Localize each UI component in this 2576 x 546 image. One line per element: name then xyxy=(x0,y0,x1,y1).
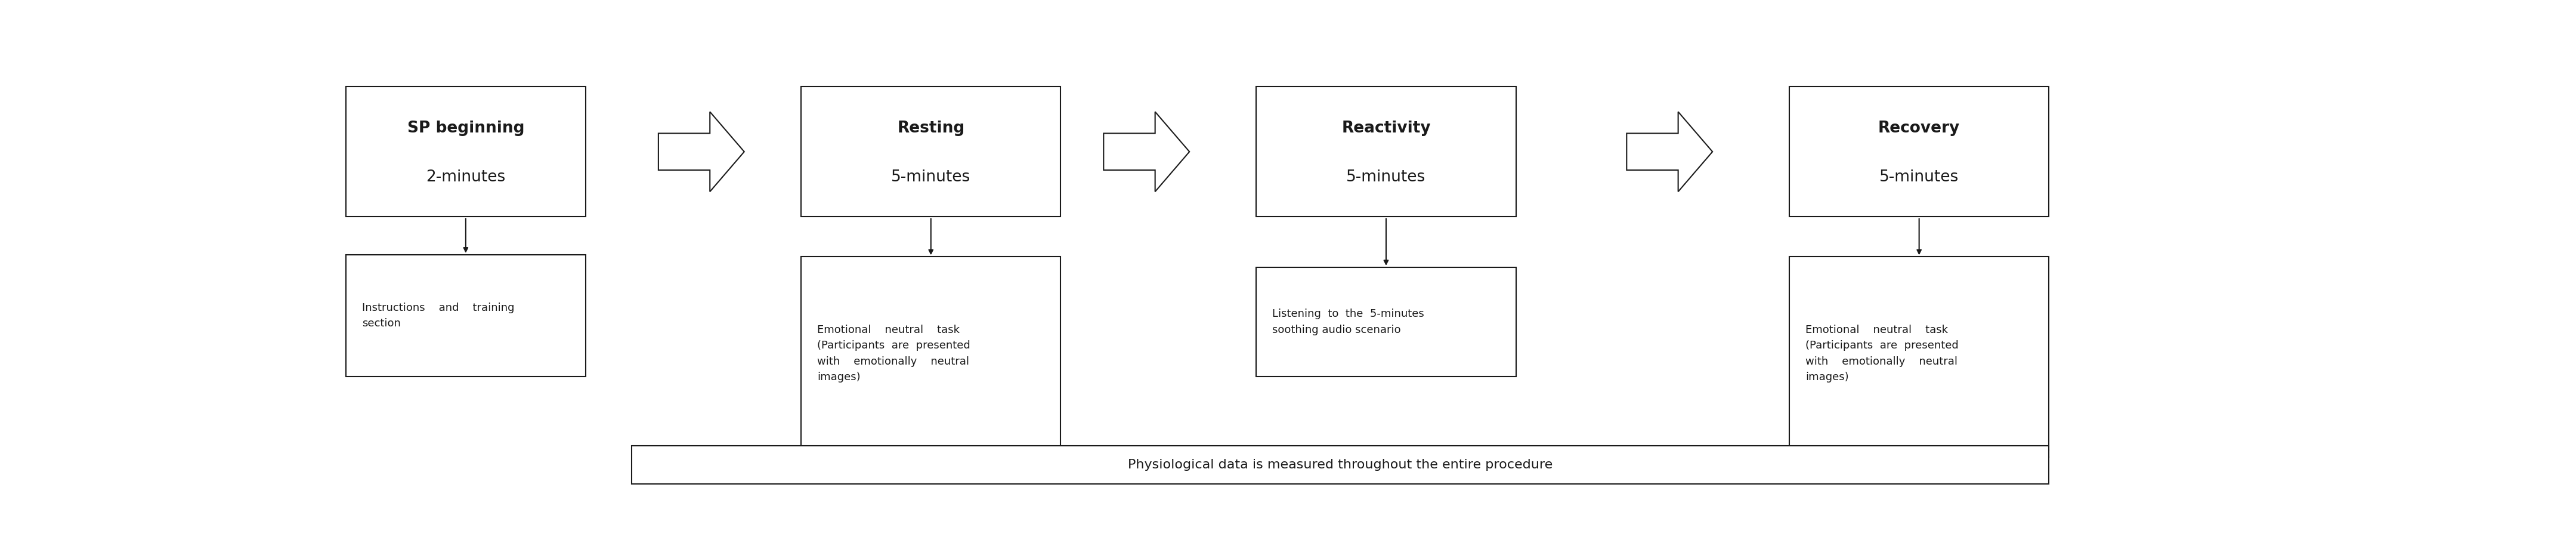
FancyBboxPatch shape xyxy=(1790,87,2048,217)
FancyBboxPatch shape xyxy=(1257,87,1515,217)
Text: Resting: Resting xyxy=(896,121,963,136)
Text: 5-minutes: 5-minutes xyxy=(1880,169,1958,185)
Text: Reactivity: Reactivity xyxy=(1342,121,1430,136)
Text: Physiological data is measured throughout the entire procedure: Physiological data is measured throughou… xyxy=(1128,459,1553,471)
Text: Emotional    neutral    task
(Participants  are  presented
with    emotionally  : Emotional neutral task (Participants are… xyxy=(1806,324,1958,383)
Text: Listening  to  the  5-minutes
soothing audio scenario: Listening to the 5-minutes soothing audi… xyxy=(1273,308,1425,335)
Text: Recovery: Recovery xyxy=(1878,121,1960,136)
FancyBboxPatch shape xyxy=(1257,268,1515,377)
FancyBboxPatch shape xyxy=(801,257,1061,450)
Polygon shape xyxy=(659,112,744,192)
FancyBboxPatch shape xyxy=(1790,257,2048,450)
FancyBboxPatch shape xyxy=(345,254,585,377)
Text: 2-minutes: 2-minutes xyxy=(425,169,505,185)
FancyBboxPatch shape xyxy=(345,87,585,217)
Polygon shape xyxy=(1625,112,1713,192)
FancyBboxPatch shape xyxy=(631,446,2048,484)
Polygon shape xyxy=(1103,112,1190,192)
Text: Instructions    and    training
section: Instructions and training section xyxy=(361,302,515,329)
Text: 5-minutes: 5-minutes xyxy=(891,169,971,185)
Text: SP beginning: SP beginning xyxy=(407,121,526,136)
FancyBboxPatch shape xyxy=(801,87,1061,217)
Text: 5-minutes: 5-minutes xyxy=(1347,169,1427,185)
Text: Emotional    neutral    task
(Participants  are  presented
with    emotionally  : Emotional neutral task (Participants are… xyxy=(817,324,971,383)
